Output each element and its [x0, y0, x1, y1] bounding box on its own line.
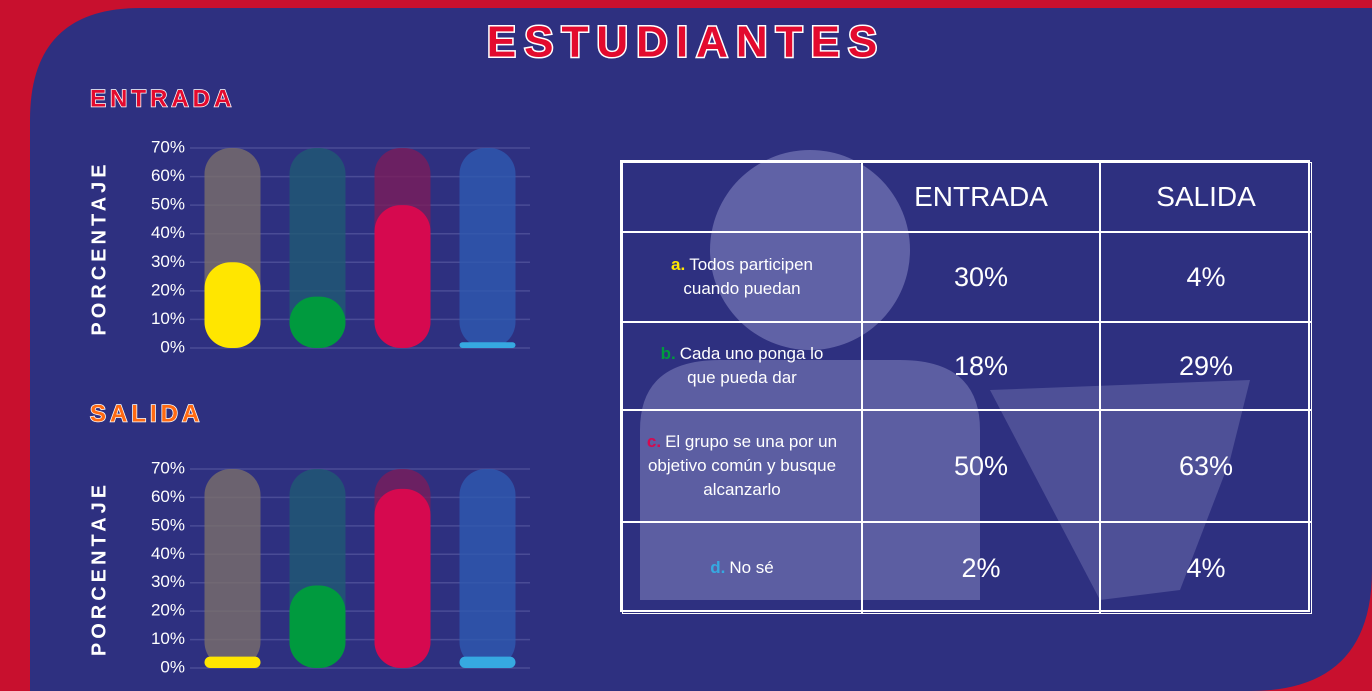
value-cell: 4% [1100, 522, 1312, 614]
y-tick-label: 40% [151, 544, 185, 563]
bar-track [459, 469, 516, 668]
y-tick-label: 30% [151, 572, 185, 591]
header-text: SALIDA [1156, 181, 1256, 212]
y-tick-label: 60% [151, 166, 185, 185]
option-letter: d. [710, 558, 726, 577]
value-cell: 29% [1100, 322, 1312, 410]
y-tick-label: 30% [151, 252, 185, 271]
value-cell: 4% [1100, 232, 1312, 322]
bar-track [289, 148, 346, 348]
y-tick-label: 70% [151, 137, 185, 156]
value-cell: 63% [1100, 410, 1312, 522]
chart-title: SALIDA [90, 400, 203, 427]
value-text: 29% [1178, 350, 1234, 381]
option-letter: a. [671, 255, 686, 274]
bar [289, 296, 346, 348]
value-text: 18% [953, 350, 1009, 381]
option-text: No sé [729, 558, 774, 577]
bar [289, 585, 346, 668]
y-tick-label: 40% [151, 223, 185, 242]
y-tick-label: 50% [151, 195, 185, 214]
bar [204, 262, 261, 348]
question-cell: c. El grupo se una por un objetivo común … [622, 410, 862, 522]
option-letter: c. [646, 432, 662, 451]
question: b. Cada uno ponga lo que pueda dar [645, 342, 839, 390]
value-cell: 2% [862, 522, 1100, 614]
header-text: ENTRADA [914, 181, 1048, 212]
bar [459, 656, 516, 668]
value-cell: 18% [862, 322, 1100, 410]
y-tick-label: 10% [151, 309, 185, 328]
icon-head [710, 150, 910, 350]
header-corner [622, 162, 862, 232]
value-text: 4% [1186, 261, 1226, 292]
y-axis-label: PORCENTAJE [88, 481, 110, 656]
y-tick-label: 0% [160, 337, 185, 356]
table: ENTRADA SALIDA a. Todos participen cuando p… [620, 160, 1312, 614]
y-tick-label: 70% [151, 458, 185, 477]
question-cell: d. No sé [622, 522, 862, 614]
option-text: Todos participen cuando puedan [683, 255, 813, 298]
value-text: 4% [1186, 552, 1226, 583]
icon-book [990, 380, 1250, 600]
bar [204, 656, 261, 668]
option-text: El grupo se una por un objetivo común y … [647, 432, 838, 499]
question: a. Todos participen cuando puedan [645, 253, 839, 301]
y-tick-label: 20% [151, 280, 185, 299]
y-tick-label: 60% [151, 487, 185, 506]
option-letter: b. [660, 344, 676, 363]
question: c. El grupo se una por un objetivo común … [645, 430, 839, 502]
value-text: 2% [961, 552, 1001, 583]
icon-body [640, 360, 980, 600]
page-title: ESTUDIANTES [487, 18, 885, 67]
question-cell: b. Cada uno ponga lo que pueda dar [622, 322, 862, 410]
bar [374, 488, 431, 668]
bar-track [459, 148, 516, 348]
value-text: 63% [1178, 450, 1234, 481]
header-cell: SALIDA [1100, 162, 1312, 232]
question-cell: a. Todos participen cuando puedan [622, 232, 862, 322]
value-cell: 30% [862, 232, 1100, 322]
chart-title: ENTRADA [90, 85, 235, 112]
option-text: Cada uno ponga lo que pueda dar [679, 344, 824, 387]
value-cell: 50% [862, 410, 1100, 522]
background-panel [30, 8, 1372, 691]
y-tick-label: 10% [151, 629, 185, 648]
y-tick-label: 20% [151, 601, 185, 620]
value-text: 30% [953, 261, 1009, 292]
bar [374, 205, 431, 348]
value-text: 50% [953, 450, 1009, 481]
bar-track [204, 469, 261, 668]
bar [459, 342, 516, 348]
question: d. No sé [710, 556, 774, 580]
y-tick-label: 0% [160, 657, 185, 676]
header-cell: ENTRADA [862, 162, 1100, 232]
y-tick-label: 50% [151, 515, 185, 534]
y-axis-label: PORCENTAJE [88, 160, 110, 335]
